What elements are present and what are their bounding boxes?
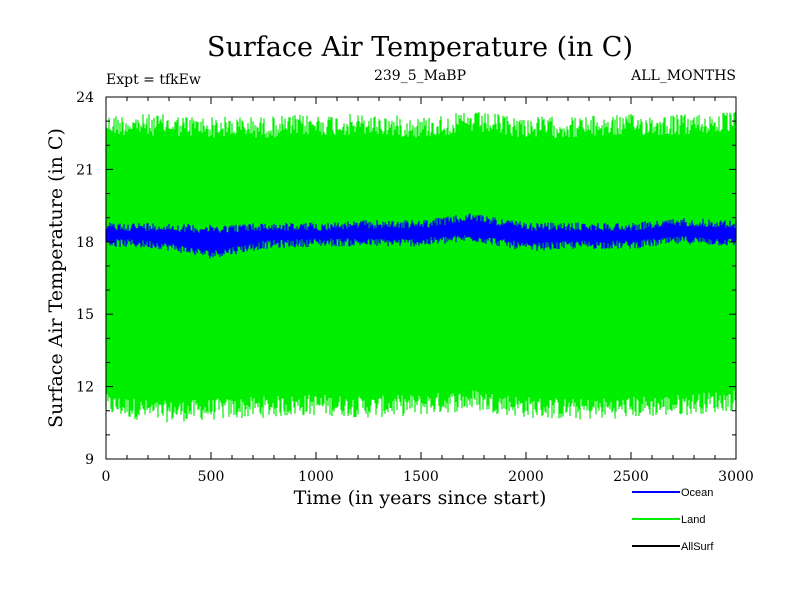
y-tick-label: 9 bbox=[85, 452, 94, 468]
y-axis-tick-labels: 9 12 15 18 21 24 bbox=[76, 90, 94, 468]
legend-label-allsurf: AllSurf bbox=[681, 541, 714, 553]
x-axis-tick-labels: 0 500 1000 1500 2000 2500 3000 bbox=[102, 469, 754, 485]
y-axis-label: Surface Air Temperature (in C) bbox=[45, 128, 67, 428]
period-label: 239_5_MaBP bbox=[374, 68, 466, 84]
y-tick-label: 21 bbox=[76, 162, 94, 178]
legend-label-ocean: Ocean bbox=[681, 487, 713, 499]
x-tick-label: 0 bbox=[102, 469, 111, 485]
y-tick-label: 18 bbox=[76, 235, 94, 251]
legend-label-land: Land bbox=[681, 514, 705, 526]
x-tick-label: 2000 bbox=[508, 469, 544, 485]
months-label: ALL_MONTHS bbox=[630, 68, 736, 84]
x-tick-label: 500 bbox=[198, 469, 225, 485]
y-tick-label: 24 bbox=[76, 90, 94, 106]
x-tick-label: 3000 bbox=[718, 469, 754, 485]
plot-area bbox=[105, 112, 737, 423]
x-tick-label: 1000 bbox=[298, 469, 334, 485]
y-tick-label: 15 bbox=[76, 307, 94, 323]
land-series-band bbox=[105, 112, 737, 423]
legend-item-ocean: Ocean bbox=[632, 487, 713, 499]
x-tick-label: 2500 bbox=[613, 469, 649, 485]
x-axis-label: Time (in years since start) bbox=[294, 487, 547, 509]
y-tick-label: 12 bbox=[76, 380, 94, 396]
legend-item-land: Land bbox=[632, 514, 705, 526]
land-series-trace bbox=[105, 112, 737, 423]
experiment-label: Expt = tfkEw bbox=[106, 72, 201, 88]
axis-ticks bbox=[105, 96, 737, 460]
chart-title: Surface Air Temperature (in C) bbox=[207, 32, 633, 63]
legend-item-allsurf: AllSurf bbox=[632, 541, 714, 553]
x-tick-label: 1500 bbox=[403, 469, 439, 485]
legend: Ocean Land AllSurf bbox=[632, 487, 714, 553]
